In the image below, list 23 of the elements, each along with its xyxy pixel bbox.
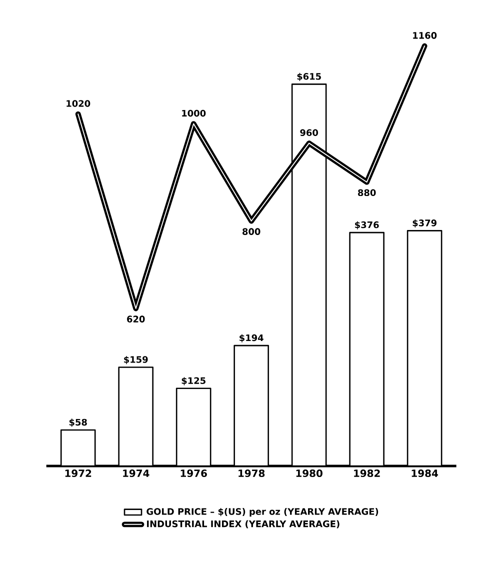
data-label: 1160 — [412, 32, 436, 39]
data-label: $376 — [354, 221, 379, 230]
legend-label: GOLD PRICE – $(US) per oz (YEARLY AVERAGE) — [146, 508, 378, 517]
x-tick-label: 1980 — [296, 470, 322, 478]
data-label: 960 — [300, 129, 318, 136]
data-label: 1000 — [182, 110, 206, 117]
x-tick-label: 1982 — [354, 470, 380, 478]
x-tick-label: 1972 — [65, 470, 91, 478]
x-tick-label: 1984 — [412, 470, 438, 478]
x-tick-label: 1978 — [238, 470, 264, 478]
data-label: $194 — [239, 334, 264, 342]
data-label: 1020 — [66, 100, 90, 107]
data-label: $58 — [69, 418, 87, 427]
x-tick-label: 1974 — [122, 470, 150, 478]
data-label: $125 — [182, 377, 206, 386]
data-label: 800 — [242, 228, 260, 235]
data-label: 620 — [126, 316, 145, 322]
x-tick-label: 1976 — [180, 470, 207, 478]
data-label: $379 — [412, 219, 436, 228]
data-label: 880 — [358, 189, 376, 196]
legend-label: INDUSTRIAL INDEX (YEARLY AVERAGE) — [146, 520, 340, 528]
data-label: $159 — [124, 356, 148, 364]
data-label: $615 — [297, 72, 321, 81]
